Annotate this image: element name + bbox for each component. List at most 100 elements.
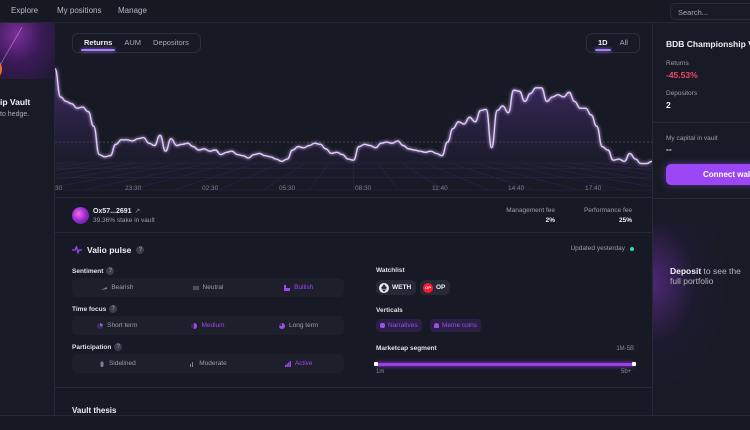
top-navigation: Explore My positions Manage Search... xyxy=(0,0,750,23)
returns-area-fill xyxy=(55,68,652,188)
time-medium[interactable]: Medium xyxy=(163,316,254,335)
nav-manage[interactable]: Manage xyxy=(118,6,147,15)
pulse-header: Valio pulse ? xyxy=(72,245,145,255)
watchlist-label: Watchlist xyxy=(376,267,405,274)
valio-pulse-section: Valio pulse ? Updated yesterday Sentimen… xyxy=(55,233,652,388)
option-label: Short term xyxy=(107,322,138,329)
pie-quarter-icon xyxy=(97,322,104,329)
sentiment-bullish[interactable]: Bullish xyxy=(253,278,344,297)
verticals-label: Verticals xyxy=(376,307,403,314)
tab-returns[interactable]: Returns xyxy=(78,33,118,53)
bottom-overlay xyxy=(0,415,750,430)
option-label: Bearish xyxy=(111,284,134,291)
tab-1d[interactable]: 1D xyxy=(592,33,614,53)
right-vault-summary: BDB Championship Va Returns -45.53% Depo… xyxy=(652,23,750,430)
returns-label: Returns xyxy=(666,60,689,67)
returns-chart-panel: Returns AUM Depositors 1D All 30 23:30 02:… xyxy=(55,23,652,198)
participation-label: Participation? xyxy=(72,343,123,351)
marketcap-min-label: 1m xyxy=(376,369,385,375)
returns-line xyxy=(55,67,652,165)
tab-depositors[interactable]: Depositors xyxy=(153,38,189,47)
option-label: Medium xyxy=(201,322,225,329)
nav-explore[interactable]: Explore xyxy=(11,6,39,15)
signal-full-icon xyxy=(284,360,291,367)
search-input[interactable]: Search... xyxy=(670,3,750,20)
range-tabs: 1D All xyxy=(586,33,640,53)
marketcap-range-text: 1M-5B xyxy=(616,346,634,352)
vault-card-subtitle: to hedge. xyxy=(0,111,30,118)
x-tick-label: 14:40 xyxy=(508,185,525,192)
external-link-icon[interactable]: ↗ xyxy=(134,208,141,215)
management-fee-value: 2% xyxy=(545,217,555,224)
x-tick-label: 23:30 xyxy=(125,185,142,192)
help-icon[interactable]: ? xyxy=(109,305,118,313)
tab-all[interactable]: All xyxy=(619,38,628,47)
x-tick-label: 30 xyxy=(55,185,63,192)
meme-coins-icon xyxy=(434,323,439,328)
depositors-label: Depositors xyxy=(666,90,698,97)
token-label: OP xyxy=(436,284,446,291)
x-tick-label: 17:40 xyxy=(585,185,602,192)
x-tick-label: 02:30 xyxy=(202,185,219,192)
token-label: WETH xyxy=(392,284,412,291)
help-icon[interactable]: ? xyxy=(136,246,145,254)
watchlist-token-weth[interactable]: WETH xyxy=(376,280,417,295)
tab-aum[interactable]: AUM xyxy=(124,38,142,47)
bull-icon xyxy=(284,284,291,291)
time-focus-label-text: Time focus xyxy=(72,305,107,313)
management-fee-label: Management fee xyxy=(506,207,555,214)
sentiment-label-text: Sentiment xyxy=(72,267,104,275)
deposit-bold: Deposit xyxy=(670,266,702,276)
vertical-narratives[interactable]: Narratives xyxy=(376,319,422,332)
status-dot-icon xyxy=(630,246,634,251)
performance-fee: Performance fee 25% xyxy=(584,207,632,224)
vertical-label: Narratives xyxy=(388,322,418,329)
lightning-decoration xyxy=(0,27,52,67)
owner-address[interactable]: Ox57...2691 xyxy=(93,208,132,215)
sentiment-neutral[interactable]: Neutral xyxy=(163,278,254,297)
sentiment-bearish[interactable]: Bearish xyxy=(72,278,163,297)
owner-address-link[interactable]: Ox57...2691 ↗ xyxy=(93,207,140,215)
eth-icon xyxy=(379,282,389,293)
participation-sidelined[interactable]: Sidelined xyxy=(72,354,163,373)
owner-avatar xyxy=(72,207,89,224)
time-short-term[interactable]: Short term xyxy=(72,316,163,335)
marketcap-slider[interactable] xyxy=(374,362,636,366)
vertical-meme-coins[interactable]: Meme coins xyxy=(430,319,482,332)
pulse-updated-status: Updated yesterday xyxy=(570,245,634,252)
marketcap-max-handle[interactable] xyxy=(632,362,636,366)
my-capital-label: My capital in vault xyxy=(666,135,718,142)
marketcap-min-handle[interactable] xyxy=(374,362,378,366)
deposit-text: Deposit to see the full portfolio xyxy=(670,266,750,286)
vault-card-title: ip Vault xyxy=(0,97,31,107)
pulse-title: Valio pulse xyxy=(87,245,132,255)
vault-owner-row: Ox57...2691 ↗ 39.36% stake in vault Manag… xyxy=(55,198,652,233)
help-icon[interactable]: ? xyxy=(106,267,115,275)
connect-wallet-button[interactable]: Connect walle xyxy=(666,164,750,185)
sentiment-selector: Bearish Neutral Bullish xyxy=(72,278,344,297)
deposit-prompt: Deposit to see the full portfolio xyxy=(653,223,750,423)
pie-threequarter-icon xyxy=(279,322,286,329)
marketcap-max-label: 5b+ xyxy=(621,369,632,375)
option-label: Neutral xyxy=(202,284,224,291)
option-label: Long term xyxy=(289,322,319,329)
marketcap-label: Marketcap segment xyxy=(376,345,437,352)
watchlist-token-op[interactable]: OP OP xyxy=(420,280,451,295)
deposit-rest: to see the full portfolio xyxy=(670,266,741,286)
help-icon[interactable]: ? xyxy=(114,343,123,351)
sidelined-icon xyxy=(100,361,104,367)
option-label: Active xyxy=(294,360,313,367)
performance-fee-label: Performance fee xyxy=(583,207,632,214)
time-long-term[interactable]: Long term xyxy=(253,316,344,335)
management-fee: Management fee 2% xyxy=(506,207,555,224)
vault-banner-image xyxy=(0,23,55,79)
nav-my-positions[interactable]: My positions xyxy=(57,6,102,15)
returns-chart: 30 23:30 02:30 05:30 08:30 11:40 14:40 17:40 xyxy=(55,67,652,192)
participation-moderate[interactable]: Moderate xyxy=(163,354,254,373)
vault-logo xyxy=(0,61,2,77)
vault-main: Returns AUM Depositors 1D All 30 23:30 02:… xyxy=(55,23,652,430)
participation-active[interactable]: Active xyxy=(253,354,344,373)
vault-name: BDB Championship Va xyxy=(666,39,750,49)
x-tick-label: 05:30 xyxy=(279,185,296,192)
pulse-icon xyxy=(72,246,82,254)
